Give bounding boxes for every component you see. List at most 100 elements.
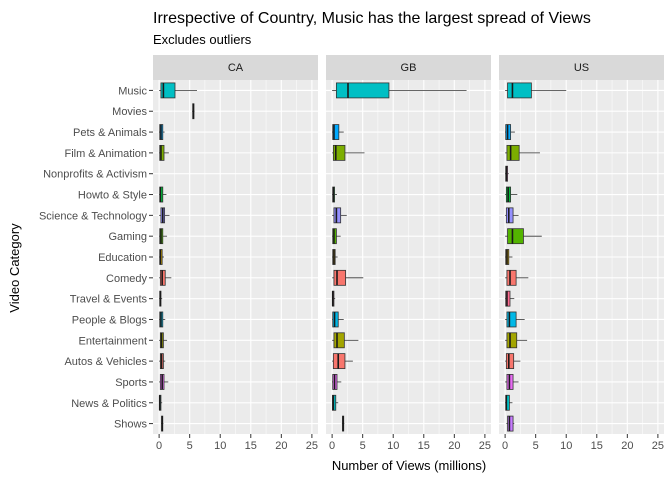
box-gb-music (332, 82, 467, 99)
box-gb-news-and-politics (332, 394, 339, 411)
box-us-gaming (505, 228, 542, 245)
x-tick-label: 0 (329, 440, 335, 452)
box-us-travel-and-events (505, 290, 515, 307)
box-gb-people-and-blogs (332, 311, 344, 328)
box-gb-autos-and-vehicles (332, 353, 353, 370)
box-ca-gaming (159, 228, 168, 245)
box-gb-howto-and-style (332, 186, 337, 203)
x-tick-label: 15 (591, 440, 603, 452)
box-ca-pets-and-animals (159, 124, 165, 140)
box-iqr (505, 353, 515, 370)
box-ca-science-and-technology (159, 207, 170, 224)
y-tick-label-entertainment: Entertainment (79, 335, 147, 347)
y-tick-label-nonprofits-and-activism: Nonprofits & Activism (43, 169, 147, 181)
box-iqr (505, 207, 514, 224)
box-us-shows (506, 415, 515, 432)
box-ca-shows (160, 415, 164, 432)
y-tick-label-comedy: Comedy (106, 273, 147, 285)
y-tick-label-sports: Sports (115, 377, 147, 389)
y-tick-label-gaming: Gaming (108, 231, 147, 243)
box-us-people-and-blogs (505, 311, 525, 328)
box-iqr (505, 290, 511, 307)
box-gb-entertainment (332, 332, 359, 349)
box-iqr (332, 311, 339, 328)
y-tick-label-film-and-animation: Film & Animation (64, 148, 147, 160)
box-us-comedy (505, 269, 529, 286)
x-tick-label: 10 (214, 440, 226, 452)
box-ca-music (159, 82, 197, 99)
box-iqr (333, 332, 345, 349)
box-us-entertainment (505, 332, 528, 349)
y-tick-label-pets-and-animals: Pets & Animals (73, 127, 147, 139)
x-tick-label: 20 (275, 440, 287, 452)
box-us-film-and-animation (505, 144, 540, 161)
box-iqr (333, 207, 342, 224)
box-gb-shows (341, 415, 345, 432)
facet-strip (153, 55, 318, 80)
box-iqr (160, 82, 176, 99)
x-tick-label: 15 (245, 440, 257, 452)
box-ca-movies (192, 103, 195, 120)
y-tick-label-science-and-technology: Science & Technology (39, 210, 148, 222)
x-tick-label: 25 (479, 440, 491, 452)
chart-title: Irrespective of Country, Music has the l… (153, 10, 591, 27)
box-ca-education (159, 249, 164, 265)
facet-strip-label: US (574, 62, 589, 74)
box-iqr (333, 269, 346, 286)
facet-panels: CA 0 5 10 15 20 25 GB 0 5 10 15 20 25 US 0 5 10 15 20 25 (153, 55, 664, 452)
box-ca-travel-and-events (159, 290, 163, 307)
x-tick-label: 20 (621, 440, 633, 452)
box-iqr (506, 332, 518, 349)
box-iqr (506, 144, 520, 161)
box-ca-entertainment (159, 332, 168, 349)
box-iqr (507, 415, 514, 432)
x-tick-label: 5 (187, 440, 193, 452)
box-gb-sports (332, 374, 342, 390)
box-ca-sports (159, 374, 169, 390)
box-us-autos-and-vehicles (505, 353, 521, 370)
facet-panel-ca: CA 0 5 10 15 20 25 (153, 55, 318, 452)
x-tick-label: 10 (560, 440, 572, 452)
box-us-education (505, 249, 513, 265)
y-tick-label-shows: Shows (114, 419, 148, 431)
box-us-howto-and-style (505, 186, 518, 203)
box-gb-film-and-animation (332, 144, 365, 161)
x-tick-label: 0 (502, 440, 508, 452)
box-gb-science-and-technology (332, 207, 347, 224)
x-tick-label: 20 (448, 440, 460, 452)
x-tick-label: 0 (156, 440, 162, 452)
box-iqr (507, 228, 524, 245)
facet-panel-us: US 0 5 10 15 20 25 (499, 55, 664, 452)
facet-strip-label: GB (401, 62, 417, 74)
y-tick-label-people-and-blogs: People & Blogs (72, 314, 148, 326)
x-tick-label: 10 (387, 440, 399, 452)
box-iqr (332, 124, 340, 140)
box-iqr (506, 269, 517, 286)
facet-strip-label: CA (228, 62, 244, 74)
y-tick-label-education: Education (98, 252, 147, 264)
x-tick-label: 15 (418, 440, 430, 452)
box-gb-education (332, 249, 338, 265)
box-ca-comedy (159, 269, 172, 286)
box-iqr (335, 82, 390, 99)
x-axis-title: Number of Views (millions) (332, 458, 486, 473)
box-gb-gaming (332, 228, 341, 245)
y-tick-label-movies: Movies (112, 106, 147, 118)
x-tick-label: 25 (306, 440, 318, 452)
box-gb-travel-and-events (331, 290, 336, 307)
box-ca-film-and-animation (159, 144, 169, 161)
facet-strip (499, 55, 664, 80)
box-us-music (505, 82, 567, 99)
box-ca-autos-and-vehicles (159, 353, 166, 370)
x-tick-label: 5 (360, 440, 366, 452)
y-axis-title: Video Category (7, 223, 22, 313)
box-us-science-and-technology (505, 207, 519, 224)
box-us-pets-and-animals (505, 124, 515, 140)
box-iqr (159, 144, 165, 161)
y-tick-label-howto-and-style: Howto & Style (78, 190, 147, 202)
chart-subtitle: Excludes outliers (153, 32, 252, 47)
x-tick-label: 5 (533, 440, 539, 452)
box-gb-comedy (332, 269, 364, 286)
facet-panel-gb: GB 0 5 10 15 20 25 (326, 55, 491, 452)
